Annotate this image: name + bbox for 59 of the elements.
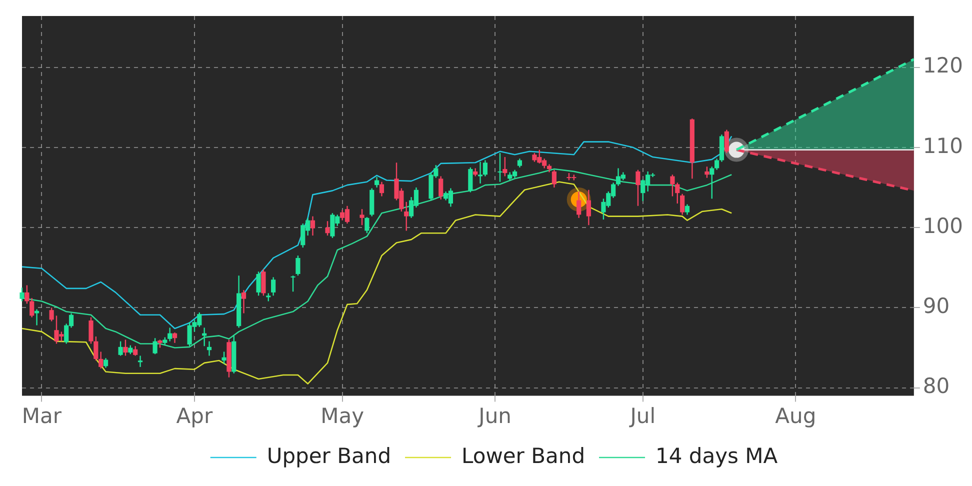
candlestick	[241, 289, 246, 314]
candlestick	[98, 351, 104, 370]
candlestick	[374, 176, 380, 188]
candlestick	[325, 220, 330, 236]
candlestick	[133, 346, 138, 356]
y-tick-label: 100	[922, 214, 964, 238]
y-tick-label: 110	[922, 134, 964, 158]
candlestick	[680, 193, 685, 216]
candlestick	[152, 338, 158, 355]
candlestick	[704, 166, 710, 178]
candlestick	[261, 268, 266, 296]
candlestick	[271, 276, 276, 296]
candlestick	[360, 208, 364, 226]
candlestick	[256, 271, 261, 296]
candlestick	[206, 340, 212, 356]
x-tick-label: Jul	[628, 404, 656, 428]
candlestick	[88, 316, 94, 344]
candlestick	[404, 201, 409, 232]
candlestick	[364, 216, 370, 234]
y-tick-label: 80	[922, 374, 950, 398]
x-tick-label: Jun	[476, 404, 512, 428]
candlestick	[118, 340, 123, 356]
candlestick	[49, 307, 54, 322]
candlestick	[498, 152, 502, 182]
candlestick	[675, 182, 680, 204]
x-tick-label: Aug	[775, 404, 816, 428]
candlestick	[714, 158, 720, 170]
legend-label: Lower Band	[462, 444, 586, 468]
candlestick	[94, 336, 98, 362]
candlestick	[670, 174, 675, 197]
candlestick	[552, 169, 556, 188]
candlestick	[586, 189, 591, 226]
candlestick	[222, 351, 226, 364]
candlestick	[103, 358, 108, 368]
candlestick	[482, 160, 488, 177]
candlestick	[438, 176, 444, 200]
candlestick	[724, 129, 729, 154]
candlestick	[138, 355, 143, 368]
candlestick	[636, 169, 640, 206]
legend-label: 14 days MA	[656, 444, 778, 468]
x-tick-label: Apr	[176, 404, 213, 428]
candlestick	[710, 166, 714, 200]
candlestick	[290, 275, 296, 292]
candlestick	[478, 161, 483, 184]
x-tick-label: Mar	[22, 404, 62, 428]
y-tick-label: 90	[922, 294, 950, 318]
candlestick	[296, 254, 300, 276]
x-tick-label: May	[320, 404, 364, 428]
candlestick	[468, 166, 473, 193]
candlestick	[502, 156, 508, 177]
candlestick	[172, 332, 178, 344]
legend-label: Upper Band	[266, 444, 392, 468]
candlestick	[576, 190, 582, 219]
candlestick	[168, 327, 172, 342]
candlestick	[684, 204, 690, 216]
candlestick	[310, 216, 316, 236]
y-tick-label: 120	[922, 54, 964, 78]
candlestick	[379, 181, 384, 197]
candlestick	[123, 339, 128, 356]
